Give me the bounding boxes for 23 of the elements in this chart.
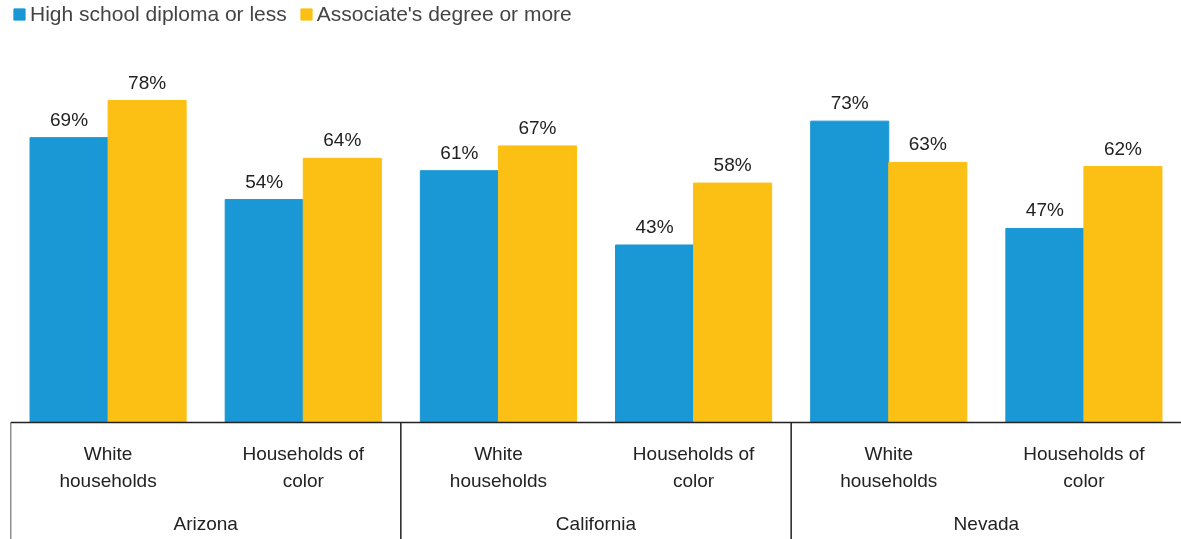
text: Arizona: [173, 512, 239, 534]
data-label: 78%: [128, 71, 167, 93]
text: California: [555, 512, 637, 534]
legend-label: High school diploma or less: [30, 2, 287, 26]
data-label: 62%: [1103, 137, 1143, 159]
data-label: 43%: [635, 215, 674, 237]
legend-label: Associate's degree or more: [316, 2, 572, 26]
data-label: 67%: [518, 116, 557, 138]
data-label: 63%: [908, 133, 947, 155]
data-label: 73%: [830, 92, 869, 114]
data-label: 54%: [245, 170, 284, 192]
x-tick-label: Households of color: [632, 442, 756, 491]
x-tick-label: White households: [59, 442, 157, 491]
x-tick-label: Households of color: [242, 442, 365, 491]
x-tick-label: White households: [840, 442, 938, 491]
x-tick-label: White households: [449, 442, 548, 491]
x-tick-label: Households of color: [1023, 442, 1146, 491]
data-label: 58%: [713, 154, 752, 176]
data-label: 61%: [440, 141, 479, 163]
data-label: 69%: [50, 108, 89, 130]
data-label: 47%: [1025, 199, 1064, 221]
data-label: 64%: [323, 129, 362, 151]
text: Nevada: [953, 512, 1020, 534]
